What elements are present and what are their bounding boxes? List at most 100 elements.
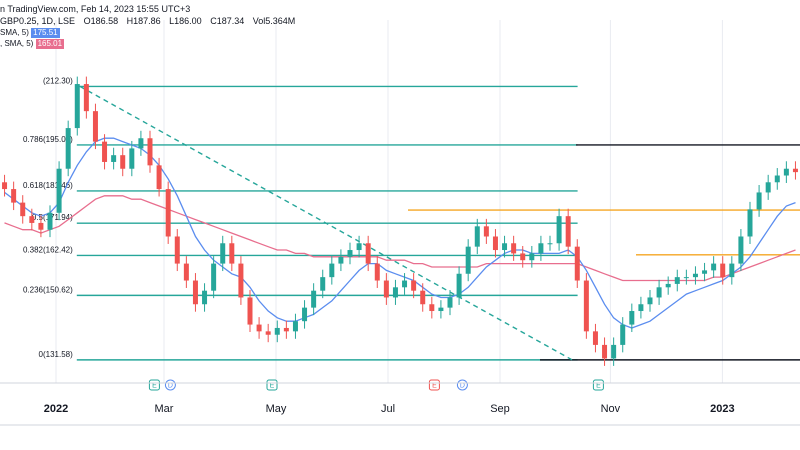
- dividend-event-icon[interactable]: D: [456, 379, 468, 391]
- candle-body: [92, 111, 98, 142]
- candle-body: [756, 192, 762, 210]
- candle-body: [438, 307, 444, 312]
- header-source: n TradingView.com, Feb 14, 2023 15:55 UT…: [0, 4, 191, 14]
- time-axis-label: Sep: [490, 403, 510, 415]
- candle-body: [247, 297, 253, 325]
- candle-body: [547, 243, 553, 245]
- indicator-sma-fast[interactable]: SMA, 5) 175.51: [0, 28, 60, 38]
- candle-body: [74, 84, 80, 129]
- candle-body: [520, 253, 526, 261]
- indicator-sma-slow[interactable]: , SMA, 5) 165.01: [0, 39, 65, 49]
- chart-header: n TradingView.com, Feb 14, 2023 15:55 UT…: [0, 4, 196, 14]
- fibonacci-retracement[interactable]: (212.30) 0.786(195.02) 0.618(181.46) 0.5(17…: [23, 76, 578, 361]
- candle-body: [256, 324, 262, 332]
- earnings-event-icon[interactable]: E: [592, 379, 604, 391]
- candle-body: [238, 263, 244, 298]
- candle-body: [474, 226, 480, 247]
- candle-body: [765, 182, 771, 193]
- ohlc-legend: GBP0.25, 1D, LSE O186.58 H187.86 L186.00…: [0, 16, 301, 26]
- candle-body: [402, 280, 408, 288]
- candle-body: [783, 168, 789, 176]
- earnings-event-icon[interactable]: E: [428, 379, 440, 391]
- candle-body: [683, 277, 689, 279]
- candle-body: [202, 290, 208, 305]
- candle-body: [483, 226, 489, 237]
- candle-body: [56, 168, 62, 213]
- candle-body: [492, 236, 498, 251]
- candle-body: [392, 287, 398, 298]
- horizontal-lines[interactable]: [408, 144, 800, 361]
- candles: [2, 76, 798, 366]
- candle-body: [374, 263, 380, 281]
- candle-body: [183, 263, 189, 281]
- event-letter: D: [460, 383, 465, 390]
- indicator-value: 165.01: [35, 39, 65, 49]
- candle-body: [429, 304, 435, 312]
- candle-body: [674, 277, 680, 284]
- candle-body: [720, 263, 726, 278]
- dividend-event-icon[interactable]: D: [164, 379, 176, 391]
- candle-body: [129, 148, 135, 169]
- volume-value: Vol5.364M: [252, 16, 296, 26]
- fib-level-label: 0.236(150.62): [23, 285, 73, 294]
- candle-body: [738, 236, 744, 264]
- candle-body: [65, 128, 71, 169]
- sma-slow-line: [4, 195, 796, 282]
- candle-body: [574, 246, 580, 281]
- candle-body: [229, 243, 235, 264]
- candle-body: [792, 168, 798, 173]
- earnings-event-icon[interactable]: E: [266, 379, 278, 391]
- candle-body: [420, 290, 426, 305]
- candle-body: [665, 283, 671, 288]
- candle-body: [502, 243, 508, 251]
- earnings-event-icon[interactable]: E: [148, 379, 160, 391]
- candle-body: [365, 243, 371, 264]
- candle-body: [11, 189, 17, 203]
- candle-body: [165, 189, 171, 237]
- candle-body: [620, 324, 626, 345]
- candle-body: [602, 344, 608, 359]
- time-axis-label: 2023: [710, 403, 734, 415]
- candle-body: [629, 311, 635, 325]
- candle-body: [83, 84, 89, 112]
- candle-body: [283, 327, 289, 332]
- fib-level-label: 0.618(181.46): [23, 181, 73, 190]
- candle-body: [556, 216, 562, 244]
- event-letter: D: [168, 383, 173, 390]
- event-letter: E: [270, 383, 275, 390]
- fib-level-label: (212.30): [43, 76, 73, 85]
- close-value: C187.34: [210, 16, 245, 26]
- time-axis[interactable]: 2022 Mar May Jul Sep Nov 2023: [44, 403, 735, 415]
- candle-body: [565, 216, 571, 247]
- candle-body: [538, 243, 544, 254]
- candle-body: [38, 222, 44, 230]
- candle-body: [447, 297, 453, 308]
- time-axis-label: Jul: [381, 403, 395, 415]
- candle-body: [192, 280, 198, 305]
- time-axis-label: 2022: [44, 403, 68, 415]
- candle-body: [265, 331, 271, 335]
- fib-level-label: 0.5(171.94): [32, 213, 73, 222]
- candle-body: [465, 246, 471, 274]
- event-letter: E: [432, 383, 437, 390]
- grid: [55, 20, 723, 383]
- candle-body: [611, 344, 617, 359]
- candle-body: [311, 290, 317, 308]
- indicator-label: SMA, 5): [0, 28, 29, 37]
- candle-body: [411, 280, 417, 291]
- time-axis-label: Nov: [601, 403, 621, 415]
- candle-body: [656, 287, 662, 298]
- candle-body: [729, 263, 735, 278]
- candle-body: [329, 263, 335, 278]
- indicator-label: , SMA, 5): [0, 39, 34, 48]
- sma-fast-line: [4, 137, 796, 329]
- candle-body: [211, 263, 217, 291]
- event-letter: E: [152, 383, 157, 390]
- candle-body: [647, 297, 653, 305]
- candle-body: [20, 202, 26, 217]
- moving-averages: [4, 137, 796, 329]
- candle-body: [274, 327, 280, 335]
- trendline[interactable]: [79, 85, 573, 361]
